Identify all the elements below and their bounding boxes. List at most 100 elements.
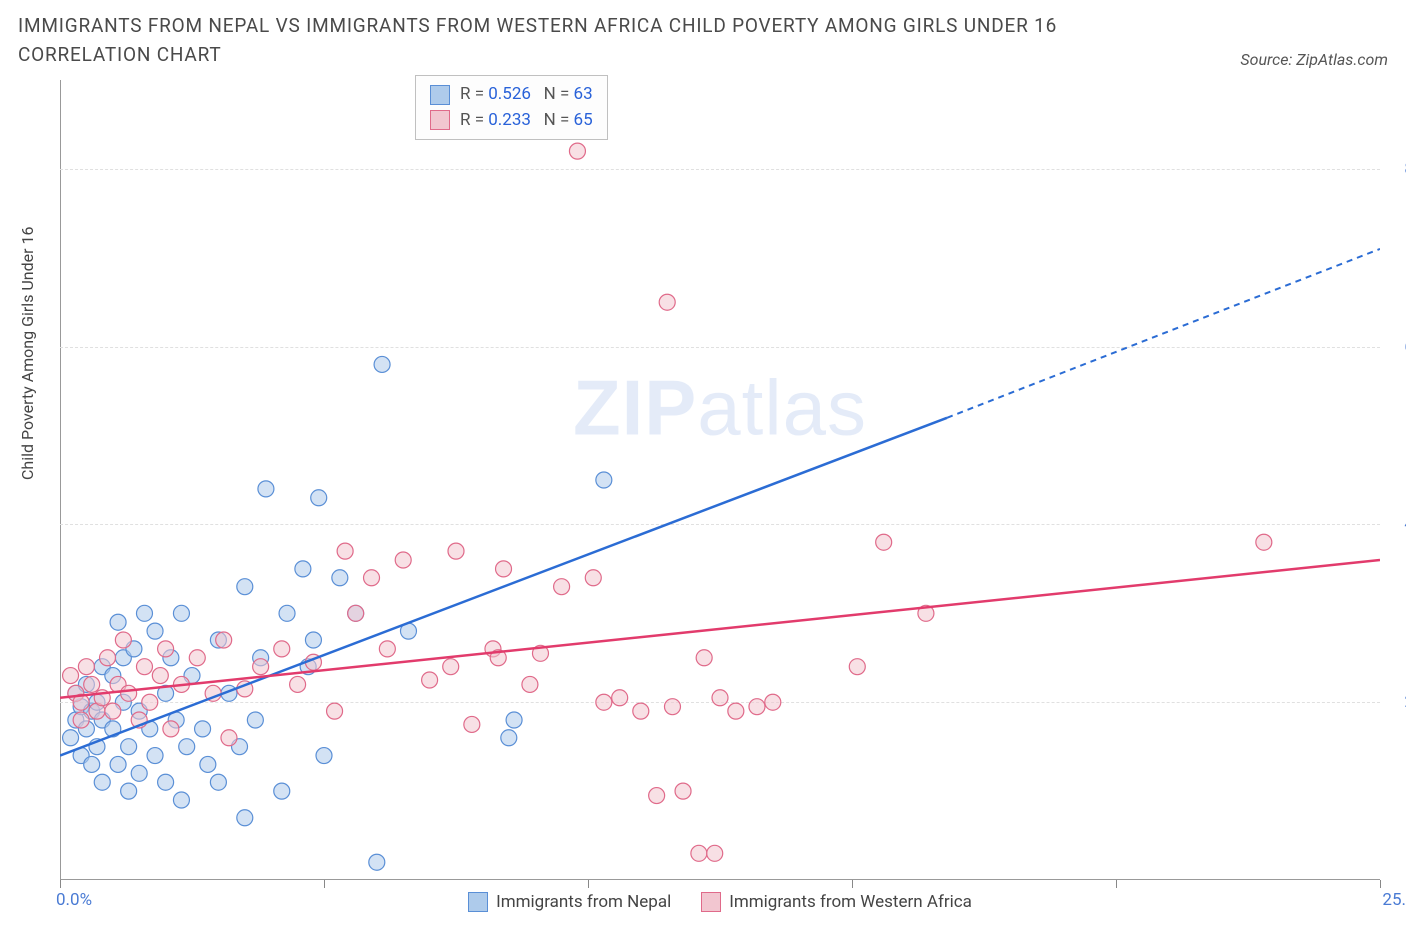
trend-line-extrapolated xyxy=(947,249,1380,418)
data-point xyxy=(596,472,612,488)
data-point xyxy=(142,694,158,710)
data-point xyxy=(554,579,570,595)
data-point xyxy=(115,632,131,648)
data-point xyxy=(274,641,290,657)
data-point xyxy=(664,699,680,715)
x-max-label: 25.0% xyxy=(1382,890,1406,910)
legend-swatch xyxy=(701,892,721,912)
chart-title: IMMIGRANTS FROM NEPAL VS IMMIGRANTS FROM… xyxy=(18,12,1138,69)
data-point xyxy=(247,712,263,728)
data-point xyxy=(712,690,728,706)
data-point xyxy=(147,623,163,639)
legend-item: Immigrants from Nepal xyxy=(468,892,671,912)
trend-line xyxy=(60,560,1380,698)
data-point xyxy=(1256,534,1272,550)
data-point xyxy=(163,721,179,737)
data-point xyxy=(121,685,137,701)
data-point xyxy=(295,561,311,577)
data-point xyxy=(173,792,189,808)
legend-swatch xyxy=(430,85,450,105)
data-point xyxy=(147,748,163,764)
data-point xyxy=(158,641,174,657)
data-point xyxy=(649,788,665,804)
data-point xyxy=(290,676,306,692)
y-axis-label: Child Poverty Among Girls Under 16 xyxy=(18,226,37,480)
data-point xyxy=(94,774,110,790)
data-point xyxy=(105,703,121,719)
data-point xyxy=(522,676,538,692)
data-point xyxy=(696,650,712,666)
x-tick xyxy=(1116,880,1117,888)
legend-swatch xyxy=(430,110,450,130)
x-tick xyxy=(588,880,589,888)
data-point xyxy=(501,730,517,746)
data-point xyxy=(422,672,438,688)
data-point xyxy=(765,694,781,710)
data-point xyxy=(110,614,126,630)
data-point xyxy=(189,650,205,666)
data-point xyxy=(237,579,253,595)
legend-row: R = 0.233 N = 65 xyxy=(430,108,593,134)
x-tick xyxy=(852,880,853,888)
data-point xyxy=(121,739,137,755)
data-point xyxy=(876,534,892,550)
data-point xyxy=(84,676,100,692)
data-point xyxy=(443,659,459,675)
correlation-legend: R = 0.526 N = 63R = 0.233 N = 65 xyxy=(415,75,608,140)
legend-item: Immigrants from Western Africa xyxy=(701,892,972,912)
x-tick xyxy=(324,880,325,888)
data-point xyxy=(369,854,385,870)
data-point xyxy=(131,765,147,781)
data-point xyxy=(121,783,137,799)
data-point xyxy=(274,783,290,799)
data-point xyxy=(253,659,269,675)
data-point xyxy=(569,143,585,159)
data-point xyxy=(585,570,601,586)
data-point xyxy=(316,748,332,764)
data-point xyxy=(374,356,390,372)
x-tick xyxy=(60,880,61,888)
data-point xyxy=(348,605,364,621)
data-point xyxy=(84,756,100,772)
data-point xyxy=(728,703,744,719)
data-point xyxy=(152,668,168,684)
data-point xyxy=(110,756,126,772)
source-label: Source: ZipAtlas.com xyxy=(1240,50,1388,69)
data-point xyxy=(73,712,89,728)
data-point xyxy=(633,703,649,719)
x-tick xyxy=(1380,880,1381,888)
data-point xyxy=(448,543,464,559)
data-point xyxy=(136,605,152,621)
data-point xyxy=(379,641,395,657)
data-point xyxy=(279,605,295,621)
legend-row: R = 0.526 N = 63 xyxy=(430,82,593,108)
data-point xyxy=(221,730,237,746)
data-point xyxy=(237,810,253,826)
data-point xyxy=(596,694,612,710)
data-point xyxy=(612,690,628,706)
data-point xyxy=(179,739,195,755)
data-point xyxy=(258,481,274,497)
data-point xyxy=(506,712,522,728)
data-point xyxy=(496,561,512,577)
data-point xyxy=(210,774,226,790)
legend-swatch xyxy=(468,892,488,912)
data-point xyxy=(200,756,216,772)
data-point xyxy=(311,490,327,506)
series-legend: Immigrants from Nepal Immigrants from Wes… xyxy=(60,892,1380,912)
data-point xyxy=(395,552,411,568)
data-point xyxy=(749,699,765,715)
data-point xyxy=(158,774,174,790)
data-point xyxy=(63,668,79,684)
legend-label: Immigrants from Nepal xyxy=(496,892,671,912)
data-point xyxy=(173,605,189,621)
data-point xyxy=(691,845,707,861)
data-point xyxy=(216,632,232,648)
chart-area: Child Poverty Among Girls Under 16 ZIPat… xyxy=(60,80,1380,880)
data-point xyxy=(659,294,675,310)
data-point xyxy=(78,659,94,675)
data-point xyxy=(364,570,380,586)
data-point xyxy=(707,845,723,861)
trend-line xyxy=(60,418,947,756)
data-point xyxy=(332,570,348,586)
